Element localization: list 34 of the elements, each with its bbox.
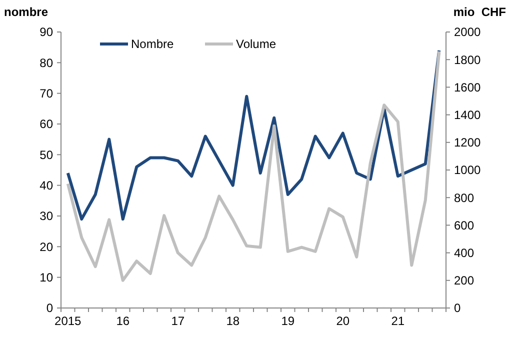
x-tick-label: 18 bbox=[226, 314, 240, 328]
y2-tick-label: 1800 bbox=[454, 52, 482, 67]
y-tick-label: 90 bbox=[40, 25, 54, 40]
y2-tick-label: 600 bbox=[454, 218, 474, 232]
line-series bbox=[66, 48, 441, 221]
y2-axis-title: mio CHF bbox=[453, 5, 506, 19]
y-axis-title: nombre bbox=[4, 5, 48, 19]
y2-tick-label: 800 bbox=[454, 190, 474, 205]
legend-label: Nombre bbox=[131, 37, 174, 52]
y2-tick-label: 1600 bbox=[454, 80, 482, 94]
y2-tick-label: 1400 bbox=[454, 108, 482, 122]
y-tick-label: 80 bbox=[40, 56, 54, 70]
y-tick-label: 50 bbox=[40, 148, 54, 162]
y2-tick-label: 0 bbox=[454, 301, 461, 316]
x-tick-label: 17 bbox=[171, 314, 185, 328]
y-tick-label: 0 bbox=[46, 301, 54, 316]
y-tick-label: 20 bbox=[40, 240, 54, 254]
x-tick-label: 16 bbox=[116, 314, 130, 328]
x-tick-label: 2015 bbox=[54, 314, 82, 328]
y2-tick-label: 400 bbox=[454, 246, 474, 260]
x-tick-label: 20 bbox=[336, 314, 350, 328]
y2-tick-label: 1200 bbox=[454, 136, 482, 150]
y2-tick-label: 2000 bbox=[454, 25, 482, 40]
y-tick-label: 30 bbox=[40, 209, 54, 224]
y-tick-label: 40 bbox=[40, 178, 54, 193]
y2-tick-label: 1000 bbox=[454, 163, 482, 178]
line-series bbox=[66, 50, 441, 282]
y-tick-label: 70 bbox=[40, 86, 54, 101]
y-tick-label: 10 bbox=[40, 270, 54, 285]
x-tick-label: 21 bbox=[391, 314, 405, 328]
y-tick-label: 60 bbox=[40, 117, 54, 132]
x-tick-label: 19 bbox=[281, 314, 295, 328]
y2-tick-label: 200 bbox=[454, 274, 474, 288]
legend-label: Volume bbox=[236, 37, 276, 52]
